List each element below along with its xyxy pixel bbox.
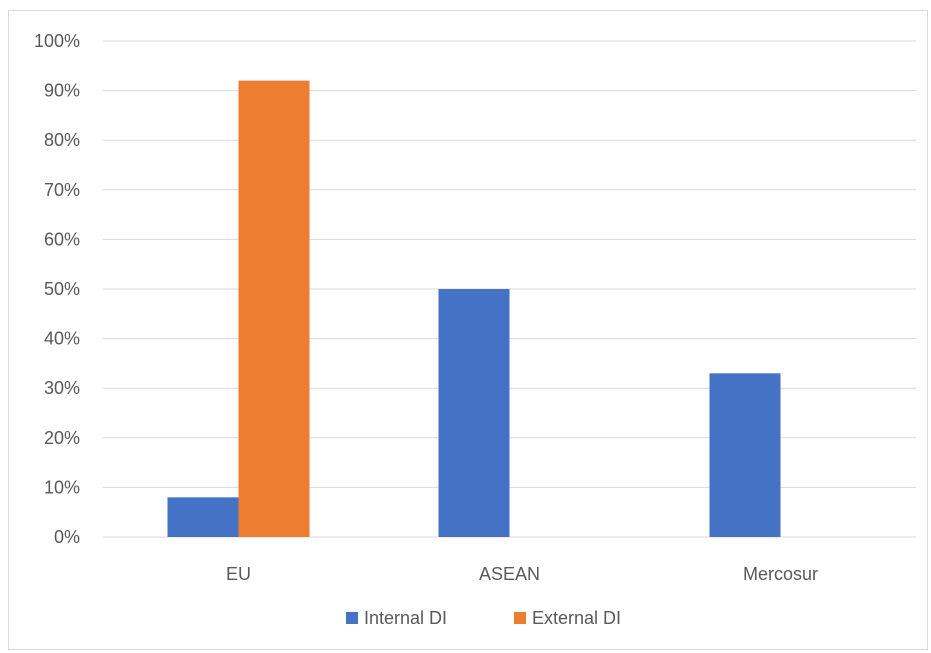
y-tick-label: 40% [44, 329, 80, 349]
legend-swatch [514, 612, 526, 624]
bar [709, 373, 781, 537]
bar [438, 289, 510, 537]
y-tick-label: 70% [44, 180, 80, 200]
x-tick-label: Mercosur [743, 564, 818, 584]
y-tick-label: 0% [54, 527, 80, 547]
y-tick-label: 100% [34, 31, 80, 51]
x-tick-label: ASEAN [479, 564, 540, 584]
x-tick-label: EU [226, 564, 251, 584]
y-tick-label: 20% [44, 428, 80, 448]
legend-label: Internal DI [364, 608, 447, 628]
legend-swatch [346, 612, 358, 624]
y-tick-label: 10% [44, 477, 80, 497]
legend-label: External DI [532, 608, 621, 628]
y-tick-label: 90% [44, 81, 80, 101]
y-tick-label: 60% [44, 229, 80, 249]
y-tick-label: 30% [44, 378, 80, 398]
bar [238, 80, 310, 538]
bar [167, 497, 239, 537]
y-tick-label: 80% [44, 130, 80, 150]
y-tick-label: 50% [44, 279, 80, 299]
